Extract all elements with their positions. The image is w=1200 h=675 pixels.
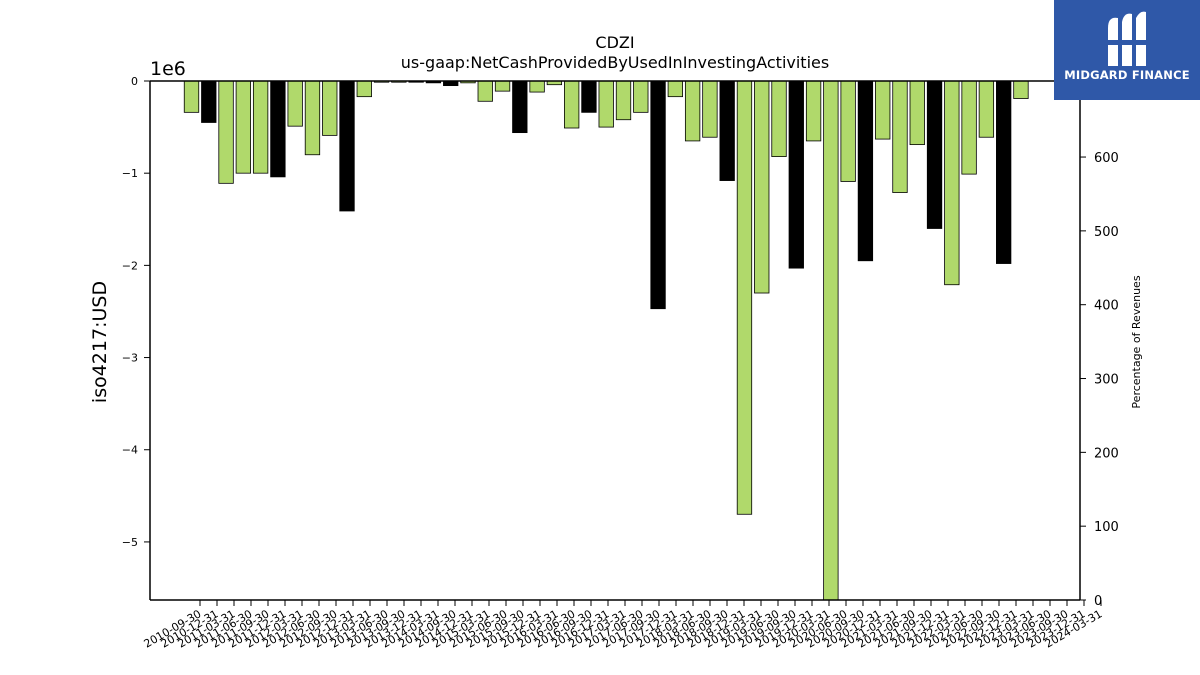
bar xyxy=(857,80,874,262)
y-tick-label: −2 xyxy=(122,259,138,272)
bar xyxy=(805,80,822,142)
bar xyxy=(339,80,355,212)
bar xyxy=(909,80,925,146)
bar xyxy=(926,80,943,229)
bar xyxy=(287,80,303,127)
bar xyxy=(650,80,666,310)
bar xyxy=(322,80,338,136)
bar xyxy=(944,80,960,286)
y2-axis-label: Percentage of Revenues xyxy=(1130,275,1143,408)
bar xyxy=(892,80,908,193)
bar xyxy=(978,80,995,138)
bar xyxy=(615,80,632,121)
bar xyxy=(477,80,493,102)
y2-tick-label: 400 xyxy=(1094,299,1119,314)
logo-text: MIDGARD FINANCE xyxy=(1064,68,1190,82)
bar xyxy=(270,80,286,178)
bar xyxy=(356,80,372,98)
y2-tick-label: 200 xyxy=(1094,446,1119,461)
y-axis-label: iso4217:USD xyxy=(89,281,111,403)
bar xyxy=(183,80,200,113)
bar xyxy=(788,80,804,269)
y2-tick-label: 0 xyxy=(1094,594,1102,609)
bar xyxy=(996,80,1012,264)
bar xyxy=(633,80,649,113)
bar xyxy=(771,80,787,157)
bar xyxy=(840,80,856,182)
midgard-finance-logo: MIDGARD FINANCE xyxy=(1054,0,1200,100)
bar xyxy=(581,80,597,113)
bar xyxy=(1013,80,1029,99)
bar xyxy=(201,80,217,123)
bar xyxy=(598,80,614,128)
y-tick-label: −3 xyxy=(122,352,138,365)
bar xyxy=(754,80,770,294)
bar xyxy=(235,80,251,174)
y-tick-label: −4 xyxy=(122,444,138,457)
midgard-logo-icon xyxy=(1108,11,1146,67)
y-scale-label: 1e6 xyxy=(150,58,186,80)
bar xyxy=(719,80,735,181)
bar xyxy=(875,80,891,140)
bar xyxy=(529,80,545,93)
bar xyxy=(564,80,580,129)
bar xyxy=(494,80,511,92)
bar xyxy=(684,80,701,142)
y2-tick-label: 600 xyxy=(1094,151,1119,166)
bar xyxy=(702,80,718,138)
y2-tick-label: 300 xyxy=(1094,373,1119,388)
bar xyxy=(304,80,321,156)
chart-subtitle: us-gaap:NetCashProvidedByUsedInInvesting… xyxy=(401,53,829,72)
bar xyxy=(218,80,234,184)
bar xyxy=(823,80,839,601)
bar xyxy=(512,80,528,134)
y-tick-label: 0 xyxy=(131,75,138,88)
y-tick-label: −1 xyxy=(122,167,138,180)
chart-title: CDZI xyxy=(595,33,634,52)
bar xyxy=(252,80,269,174)
bar xyxy=(961,80,977,175)
bar xyxy=(667,80,683,98)
y2-tick-label: 500 xyxy=(1094,225,1119,240)
y-tick-label: −5 xyxy=(122,536,138,549)
y2-tick-label: 100 xyxy=(1094,520,1119,535)
bar xyxy=(736,80,753,515)
